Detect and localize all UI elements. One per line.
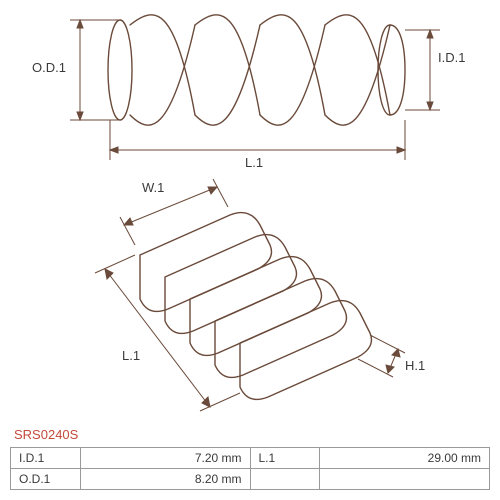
part-code: SRS0240S (14, 427, 78, 442)
label-id1: I.D.1 (438, 50, 465, 65)
label-w1: W.1 (142, 180, 164, 195)
cell-v: 29.00 mm (320, 448, 490, 469)
cell-v: 7.20 mm (80, 448, 250, 469)
diagram-area: O.D.1 I.D.1 L.1 (0, 0, 500, 420)
label-l1-bottom: L.1 (122, 348, 140, 363)
label-h1: H.1 (405, 358, 425, 373)
spring-iso-view (0, 175, 500, 425)
cell-k: O.D.1 (11, 469, 81, 490)
cell-k: I.D.1 (11, 448, 81, 469)
table-row: I.D.1 7.20 mm L.1 29.00 mm (11, 448, 490, 469)
cell-v: 8.20 mm (80, 469, 250, 490)
cell-k: L.1 (250, 448, 320, 469)
cell-v (320, 469, 490, 490)
spec-table: I.D.1 7.20 mm L.1 29.00 mm O.D.1 8.20 mm (10, 447, 490, 490)
table-row: O.D.1 8.20 mm (11, 469, 490, 490)
label-l1-top: L.1 (245, 155, 263, 170)
cell-k (250, 469, 320, 490)
label-od1: O.D.1 (32, 60, 66, 75)
